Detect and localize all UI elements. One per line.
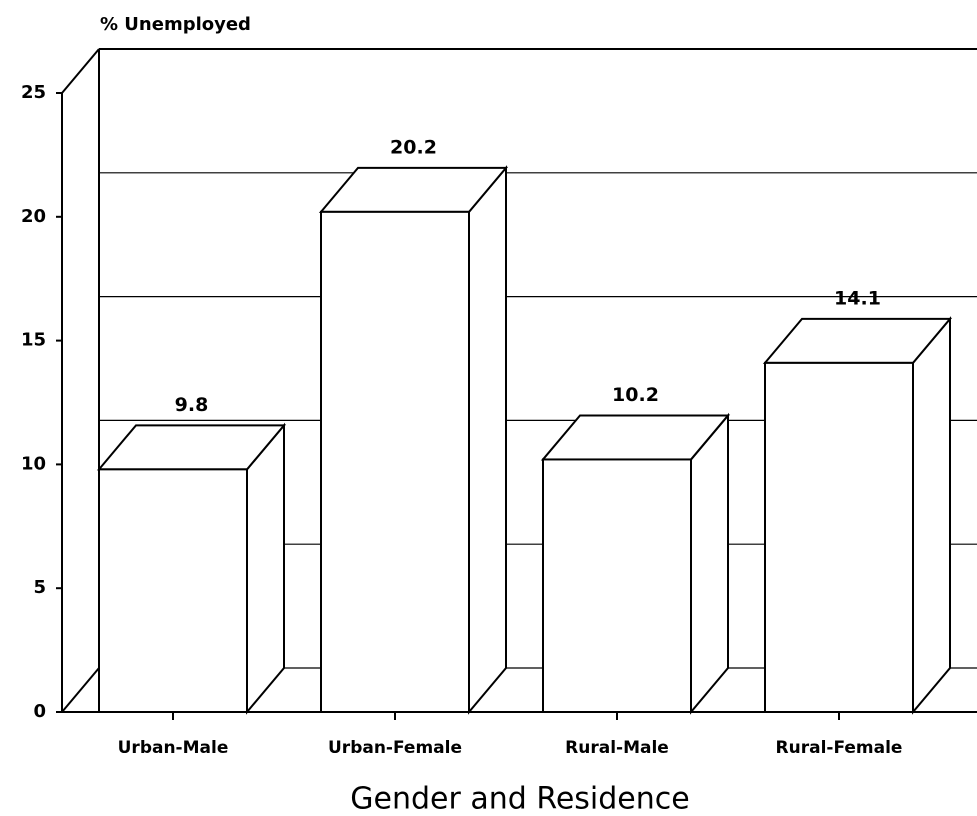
value-label: 9.8 (175, 394, 209, 416)
bar (764, 361, 914, 713)
x-tick-label: Rural-Female (776, 738, 903, 758)
bar-side (468, 165, 507, 715)
bar-side (246, 422, 285, 715)
value-label: 20.2 (390, 136, 437, 158)
chart-title: % Unemployed (100, 14, 251, 35)
y-tick-label: 5 (33, 577, 46, 598)
value-label: 10.2 (612, 384, 659, 406)
value-label: 14.1 (834, 287, 881, 309)
x-axis-label: Gender and Residence (350, 782, 689, 816)
bar (542, 458, 692, 713)
floor-left (61, 667, 100, 713)
bar (98, 468, 248, 713)
y-tick-label: 15 (21, 330, 46, 351)
y-tick-label: 0 (33, 701, 46, 722)
bar-side (690, 412, 729, 715)
y-tick-label: 25 (21, 82, 46, 103)
wall-top-left (61, 48, 100, 94)
bar-side (912, 316, 951, 715)
y-tick-label: 10 (21, 453, 46, 474)
y-tick-label: 20 (21, 206, 46, 227)
x-tick-label: Urban-Male (118, 738, 229, 758)
x-tick-label: Urban-Female (328, 738, 462, 758)
x-tick-label: Rural-Male (565, 738, 669, 758)
bar (320, 210, 470, 714)
